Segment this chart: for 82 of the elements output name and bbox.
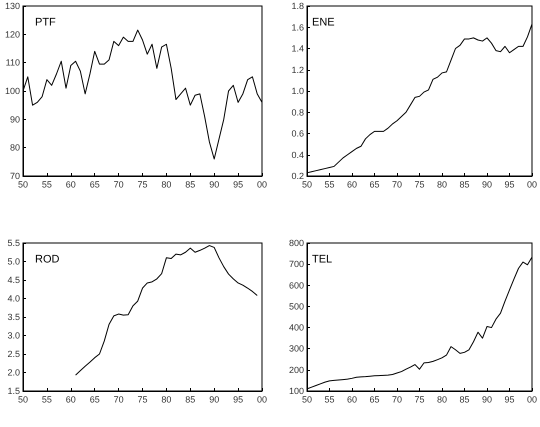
y-tick-label: 1.5 — [7, 386, 20, 396]
x-tick-label: 85 — [459, 180, 470, 190]
text: PTF — [35, 16, 56, 28]
y-tick-label: 100 — [4, 86, 20, 96]
y-tick-label: 80 — [10, 142, 20, 153]
y-tick-label: 1.4 — [291, 44, 304, 54]
x-tick-label: 65 — [369, 180, 380, 190]
y-tick-label: 1.0 — [291, 86, 304, 96]
text: ENE — [312, 16, 335, 28]
y-tick-label: 4.0 — [7, 294, 20, 304]
x-tick-label: 95 — [504, 394, 515, 404]
y-tick-label: 130 — [4, 1, 20, 11]
y-tick-label: 0.8 — [291, 107, 304, 118]
x-tick-label: 75 — [137, 394, 148, 404]
y-tick-label: 200 — [288, 364, 304, 375]
y-tick-label: 800 — [288, 238, 304, 248]
text: TEL — [312, 254, 332, 266]
y-tick-label: 2.0 — [7, 368, 20, 378]
y-tick-label: 4.5 — [7, 275, 20, 285]
y-tick-label: 2.5 — [7, 349, 20, 359]
x-tick-label: 80 — [161, 180, 172, 190]
x-tick-label: 00 — [526, 394, 537, 404]
x-tick-label: 80 — [161, 394, 172, 404]
x-tick-label: 55 — [42, 180, 52, 190]
x-tick-label: 95 — [233, 394, 244, 404]
x-tick-label: 00 — [256, 394, 267, 404]
x-tick-label: 75 — [137, 180, 148, 190]
x-tick-label: 65 — [369, 394, 380, 404]
y-tick-label: 70 — [10, 171, 20, 181]
x-tick-label: 70 — [392, 394, 402, 404]
text: ROD — [35, 254, 60, 266]
x-tick-label: 70 — [114, 180, 124, 190]
x-tick-label: 60 — [346, 180, 358, 190]
y-tick-label: 3.5 — [7, 312, 20, 322]
y-tick-label: 0.2 — [291, 171, 304, 181]
x-tick-label: 50 — [302, 394, 312, 404]
x-tick-label: 80 — [436, 180, 448, 190]
x-tick-label: 65 — [90, 394, 100, 404]
x-tick-label: 80 — [436, 394, 448, 404]
y-tick-label: 1.6 — [291, 22, 304, 32]
x-tick-label: 90 — [209, 394, 220, 404]
x-tick-label: 85 — [459, 394, 470, 404]
y-tick-label: 5.5 — [7, 238, 20, 248]
y-tick-label: 0.4 — [291, 150, 304, 160]
y-tick-label: 3.0 — [7, 330, 20, 340]
x-tick-label: 55 — [324, 394, 335, 404]
x-tick-label: 60 — [66, 394, 76, 404]
x-tick-label: 85 — [185, 394, 196, 404]
x-tick-label: 55 — [42, 394, 52, 404]
y-tick-label: 1.2 — [291, 64, 304, 75]
x-tick-label: 85 — [185, 180, 196, 190]
y-tick-label: 400 — [288, 322, 304, 333]
x-tick-label: 70 — [114, 394, 124, 404]
x-tick-label: 70 — [392, 180, 402, 190]
x-tick-label: 75 — [414, 394, 425, 404]
x-tick-label: 90 — [209, 180, 220, 190]
y-tick-label: 110 — [6, 58, 20, 68]
x-tick-label: 60 — [66, 180, 76, 190]
y-tick-label: 0.6 — [291, 128, 304, 138]
y-tick-label: 90 — [10, 114, 20, 124]
y-tick-label: 300 — [288, 344, 304, 354]
y-tick-label: 700 — [288, 259, 304, 270]
y-tick-label: 120 — [4, 29, 20, 40]
x-tick-label: 90 — [482, 394, 492, 404]
x-tick-label: 65 — [90, 180, 100, 190]
y-tick-label: 5.0 — [7, 256, 20, 266]
x-tick-label: 50 — [302, 180, 312, 190]
x-tick-label: 50 — [18, 180, 28, 190]
y-tick-label: 100 — [288, 386, 304, 396]
x-tick-label: 55 — [324, 180, 335, 190]
y-tick-label: 500 — [288, 301, 304, 312]
x-tick-label: 50 — [18, 394, 28, 404]
x-tick-label: 75 — [414, 180, 425, 190]
x-tick-label: 95 — [233, 180, 244, 190]
x-tick-label: 00 — [526, 180, 537, 190]
x-tick-label: 60 — [346, 394, 358, 404]
y-tick-label: 600 — [288, 280, 304, 290]
x-tick-label: 00 — [256, 180, 267, 190]
y-tick-label: 1.8 — [291, 1, 304, 11]
x-tick-label: 90 — [482, 180, 492, 190]
line-series — [75, 245, 258, 376]
x-tick-label: 95 — [504, 180, 515, 190]
